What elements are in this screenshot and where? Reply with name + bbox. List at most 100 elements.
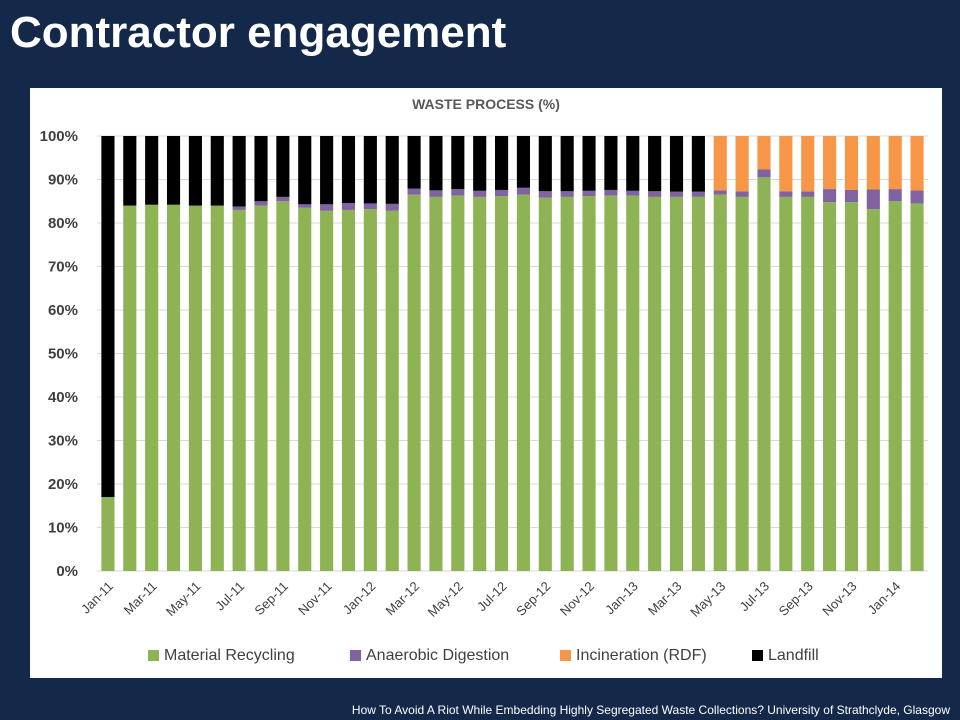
bar-material-recycling: [145, 204, 159, 571]
bar-anaerobic-digestion: [801, 191, 815, 197]
bar-incineration-rdf: [844, 136, 859, 190]
bar-incineration-rdf: [801, 136, 815, 192]
bar-anaerobic-digestion: [451, 189, 465, 196]
bar-material-recycling: [560, 196, 574, 571]
bar-anaerobic-digestion: [582, 190, 596, 197]
bar-anaerobic-digestion: [538, 191, 552, 198]
x-axis-ticks: Jan-11 Mar-11 May-11 Jul-11 Sep-11 Nov-11 Jan-…: [78, 579, 903, 620]
bar-material-recycling: [451, 195, 465, 571]
x-tick-label: Sep-13: [776, 579, 816, 619]
bar-landfill: [101, 136, 115, 498]
x-tick-label: Mar-12: [382, 579, 422, 619]
bar-material-recycling: [495, 196, 509, 571]
legend-label-landfill: Landfill: [768, 647, 819, 664]
bar-landfill: [407, 136, 421, 189]
legend-label-incineration-rdf: Incineration (RDF): [576, 647, 707, 664]
bar-landfill: [669, 136, 684, 192]
x-tick-label: May-11: [163, 579, 204, 620]
y-tick-label: 70%: [48, 259, 78, 276]
y-tick-label: 30%: [48, 433, 78, 450]
bar-landfill: [538, 136, 552, 192]
bar-incineration-rdf: [823, 136, 837, 190]
x-tick-label: Sep-11: [251, 579, 291, 619]
bar-anaerobic-digestion: [713, 190, 727, 195]
bar-landfill: [648, 136, 662, 192]
bar-anaerobic-digestion: [429, 190, 443, 197]
bar-anaerobic-digestion: [910, 190, 924, 204]
bar-incineration-rdf: [735, 136, 749, 192]
bar-landfill: [210, 136, 224, 206]
chart-title: WASTE PROCESS (%): [412, 96, 560, 112]
bar-material-recycling: [604, 195, 618, 571]
bar-landfill: [691, 136, 705, 192]
bar-landfill: [582, 136, 596, 191]
bar-material-recycling: [779, 196, 793, 571]
x-tick-label: May-12: [425, 579, 466, 620]
bar-landfill: [123, 136, 137, 206]
bar-anaerobic-digestion: [341, 202, 356, 210]
bar-anaerobic-digestion: [735, 191, 749, 197]
bar-anaerobic-digestion: [232, 206, 246, 210]
bar-landfill: [451, 136, 465, 190]
x-tick-label: Jul-13: [736, 579, 772, 615]
bar-anaerobic-digestion: [385, 203, 399, 211]
x-tick-label: Nov-13: [819, 579, 859, 619]
bar-landfill: [254, 136, 268, 202]
bar-material-recycling: [123, 205, 137, 571]
x-tick-label: Jan-12: [340, 579, 379, 618]
bar-anaerobic-digestion: [363, 203, 377, 210]
bar-landfill: [232, 136, 246, 207]
bar-anaerobic-digestion: [691, 191, 705, 197]
bar-material-recycling: [429, 196, 443, 571]
bar-landfill: [276, 136, 290, 197]
bar-material-recycling: [648, 196, 662, 571]
bar-landfill: [320, 136, 334, 205]
bar-landfill: [166, 136, 181, 205]
bar-landfill: [560, 136, 574, 192]
bar-anaerobic-digestion: [888, 189, 902, 202]
bar-landfill: [626, 136, 640, 191]
bar-material-recycling: [276, 201, 290, 571]
chart-panel: WASTE PROCESS (%) 0% 10% 20% 30% 40% 50% 60% 70…: [30, 88, 942, 678]
bar-material-recycling: [188, 205, 202, 571]
bar-incineration-rdf: [888, 136, 902, 190]
x-tick-label: Mar-11: [121, 579, 160, 618]
bar-material-recycling: [801, 196, 815, 571]
x-tick-label: Jul-12: [474, 579, 510, 615]
bar-material-recycling: [385, 210, 399, 571]
bar-material-recycling: [232, 209, 246, 571]
bar-material-recycling: [320, 210, 334, 571]
bar-landfill: [363, 136, 377, 204]
bar-anaerobic-digestion: [604, 189, 618, 196]
waste-process-chart: WASTE PROCESS (%) 0% 10% 20% 30% 40% 50% 60% 70…: [40, 96, 928, 664]
y-tick-label: 80%: [48, 215, 78, 232]
bar-anaerobic-digestion: [844, 189, 859, 203]
bar-material-recycling: [298, 207, 312, 571]
bar-material-recycling: [757, 177, 771, 571]
bar-anaerobic-digestion: [648, 191, 662, 197]
bar-anaerobic-digestion: [320, 204, 334, 211]
footer-credit: How To Avoid A Riot While Embedding High…: [351, 703, 950, 717]
bar-material-recycling: [582, 196, 596, 571]
y-tick-label: 100%: [40, 128, 78, 145]
legend-swatch-material-recycling: [148, 650, 159, 661]
legend: Material Recycling Anaerobic Digestion Inc…: [148, 647, 819, 664]
bar-material-recycling: [910, 203, 924, 572]
bar-anaerobic-digestion: [779, 191, 793, 197]
bar-material-recycling: [888, 201, 902, 571]
x-tick-label: May-13: [687, 579, 728, 620]
legend-swatch-landfill: [752, 650, 763, 661]
bar-landfill: [298, 136, 312, 205]
y-axis-ticks: 0% 10% 20% 30% 40% 50% 60% 70% 80% 90% 100%: [40, 128, 78, 580]
bar-material-recycling: [363, 209, 377, 571]
slide-title: Contractor engagement: [10, 8, 507, 57]
bar-anaerobic-digestion: [516, 187, 530, 195]
y-tick-label: 10%: [48, 520, 78, 537]
y-tick-label: 20%: [48, 476, 78, 493]
x-tick-label: Nov-11: [295, 579, 335, 619]
bar-material-recycling: [538, 197, 552, 571]
bar-landfill: [516, 136, 530, 188]
bar-incineration-rdf: [757, 136, 771, 170]
y-tick-label: 50%: [48, 346, 78, 363]
bar-material-recycling: [844, 202, 859, 571]
